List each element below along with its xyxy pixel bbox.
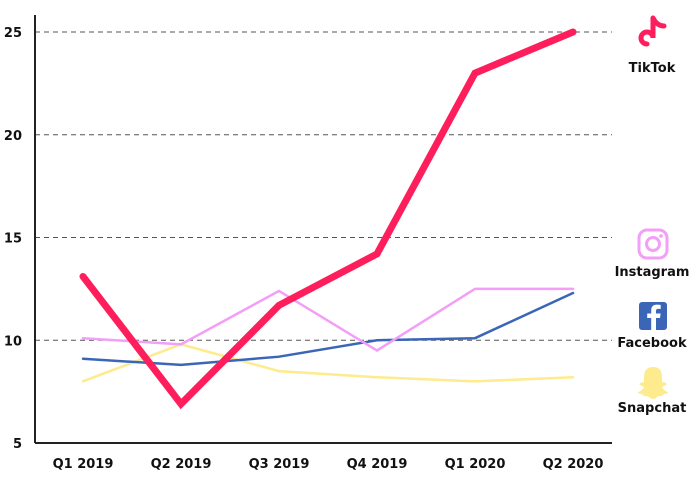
instagram-icon: [637, 228, 669, 260]
x-tick-label: Q2 2019: [151, 457, 212, 472]
x-tick-label: Q1 2019: [53, 457, 114, 472]
legend-item-facebook: Facebook: [617, 302, 687, 351]
legend-item-tiktok: TikTok: [629, 15, 676, 76]
y-tick-label: 20: [4, 129, 22, 144]
y-tick-label: 10: [4, 334, 22, 349]
y-tick-label: 5: [13, 437, 22, 452]
x-tick-labels: Q1 2019 Q2 2019 Q3 2019 Q4 2019 Q1 2020 Q2 20…: [53, 457, 604, 472]
series-lines: [79, 28, 577, 410]
legend-label-tiktok: TikTok: [629, 61, 676, 76]
x-tick-label: Q2 2020: [543, 457, 604, 472]
legend-label-facebook: Facebook: [617, 336, 687, 351]
legend-item-snapchat: Snapchat: [618, 367, 687, 416]
tiktok-icon: [638, 15, 667, 47]
x-tick-label: Q3 2019: [249, 457, 310, 472]
y-tick-label: 15: [4, 232, 22, 247]
series-line-snapchat: [81, 343, 575, 383]
facebook-icon: [639, 302, 667, 330]
legend-item-instagram: Instagram: [615, 228, 690, 280]
y-tick-labels: 5 10 15 20 25: [4, 26, 22, 452]
x-tick-label: Q4 2019: [347, 457, 408, 472]
legend-label-snapchat: Snapchat: [618, 401, 687, 416]
series-line-instagram: [81, 287, 575, 352]
snapchat-icon: [638, 367, 668, 399]
y-tick-label: 25: [4, 26, 22, 41]
legend-label-instagram: Instagram: [615, 265, 690, 280]
series-line-facebook: [81, 291, 575, 367]
x-tick-label: Q1 2020: [445, 457, 506, 472]
series-line-tiktok: [79, 28, 577, 410]
legend: TikTok Instagram Facebook Snapchat: [615, 15, 690, 416]
grid-lines: [35, 31, 612, 341]
